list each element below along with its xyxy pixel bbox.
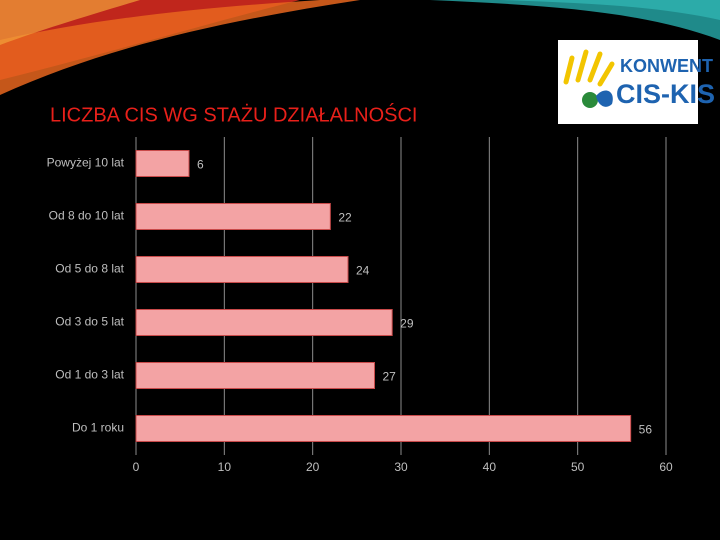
bar	[135, 362, 375, 389]
value-label: 29	[400, 317, 414, 331]
logo-box	[558, 40, 698, 124]
y-tick-label: Do 1 roku	[72, 421, 124, 435]
bar	[135, 203, 331, 230]
logo: KONWENT CIS-KIS	[558, 40, 715, 124]
value-label: 24	[356, 264, 370, 278]
value-label: 22	[338, 211, 352, 225]
y-tick-label: Powyżej 10 lat	[47, 156, 125, 170]
value-label: 6	[197, 158, 204, 172]
swoosh-yellow	[0, 0, 140, 45]
swoosh-teal-light	[500, 0, 720, 20]
bar	[135, 150, 190, 177]
plot: 0 10 20 30 40 50 60 Powyżej 10 lat 6 Od 8 do 10 l…	[47, 137, 673, 474]
x-tick-label: 50	[571, 460, 585, 474]
x-tick-label: 60	[659, 460, 673, 474]
x-tick-label: 0	[133, 460, 140, 474]
logo-shape	[596, 90, 613, 107]
chart-title: LICZBA CIS WG STAŻU DZIAŁALNOŚCI	[50, 102, 417, 126]
x-tick-label: 40	[483, 460, 497, 474]
logo-hand	[563, 49, 615, 87]
logo-text: KONWENT	[620, 56, 713, 76]
y-tick-label: Od 1 do 3 lat	[55, 368, 124, 382]
y-tick-label: Od 5 do 8 lat	[55, 262, 124, 276]
swoosh-teal	[430, 0, 720, 40]
bar	[135, 309, 393, 336]
x-tick-label: 20	[306, 460, 320, 474]
x-tick-label: 10	[218, 460, 232, 474]
bar	[135, 256, 349, 283]
swoosh-orange	[0, 0, 360, 95]
logo-dot	[582, 92, 598, 108]
value-label: 56	[639, 423, 653, 437]
x-tick-label: 30	[394, 460, 408, 474]
bar	[135, 415, 632, 442]
logo-text: CIS-KIS	[616, 79, 715, 109]
y-tick-label: Od 3 do 5 lat	[55, 315, 124, 329]
value-label: 27	[383, 370, 397, 384]
y-tick-label: Od 8 do 10 lat	[49, 209, 125, 223]
